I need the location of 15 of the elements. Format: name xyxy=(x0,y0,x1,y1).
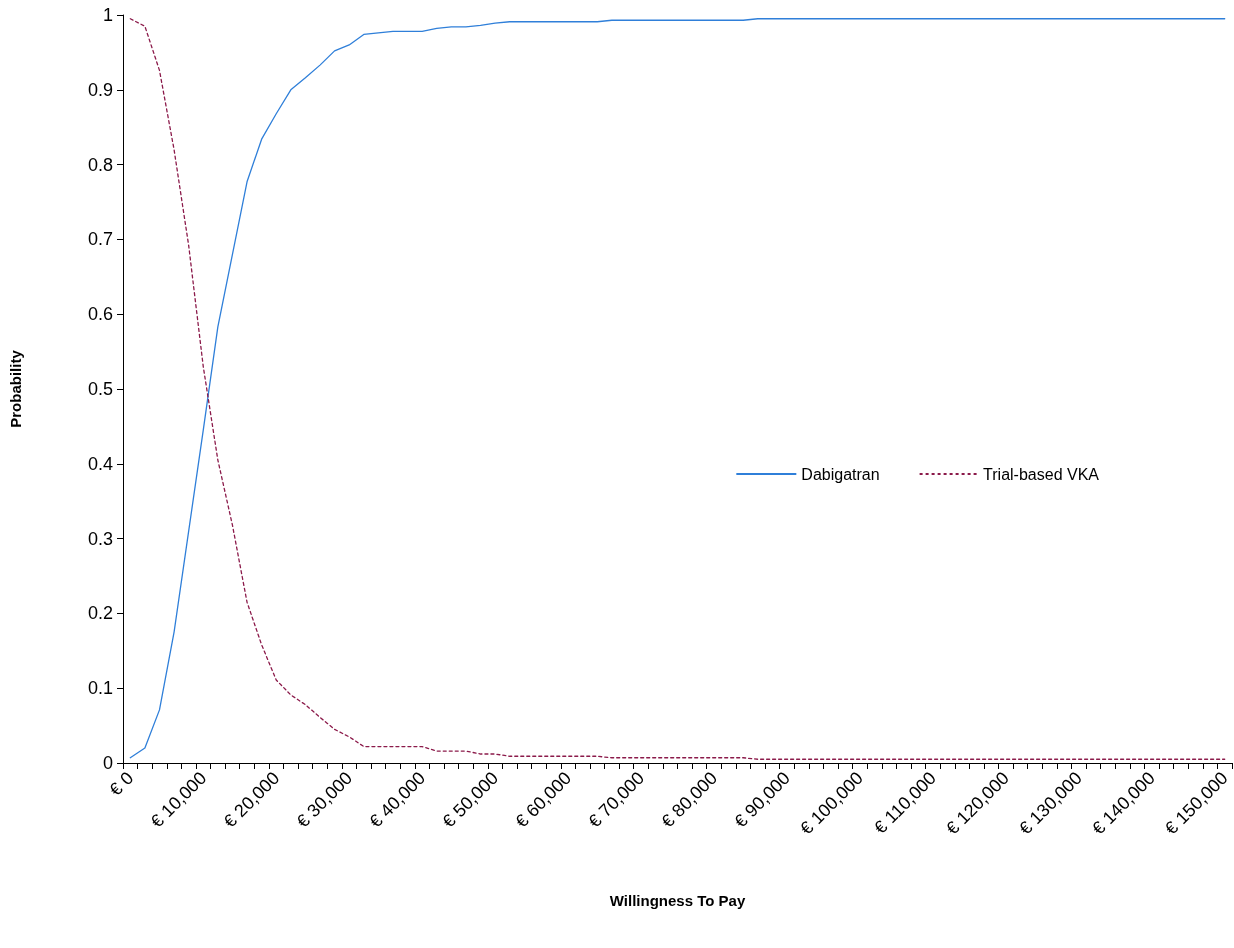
y-tick-label: 0.7 xyxy=(87,229,113,250)
y-axis-title: Probability xyxy=(7,349,24,428)
y-tick-label: 0.5 xyxy=(87,379,113,399)
legend-label: Dabigatran xyxy=(801,465,880,483)
x-axis-title: Willingness To Pay xyxy=(609,892,746,909)
y-tick-label: 0.3 xyxy=(87,528,113,549)
y-tick-label: 0.1 xyxy=(87,678,113,699)
legend-label: Trial-based VKA xyxy=(983,465,1100,483)
y-tick-label: 0.6 xyxy=(87,304,113,325)
y-tick-label: 0 xyxy=(102,753,113,773)
y-tick-label: 0.2 xyxy=(87,603,113,624)
y-tick-label: 1 xyxy=(102,5,113,25)
y-tick-label: 0.8 xyxy=(87,154,113,175)
y-tick-label: 0.9 xyxy=(87,79,113,100)
y-tick-label: 0.4 xyxy=(87,453,113,474)
